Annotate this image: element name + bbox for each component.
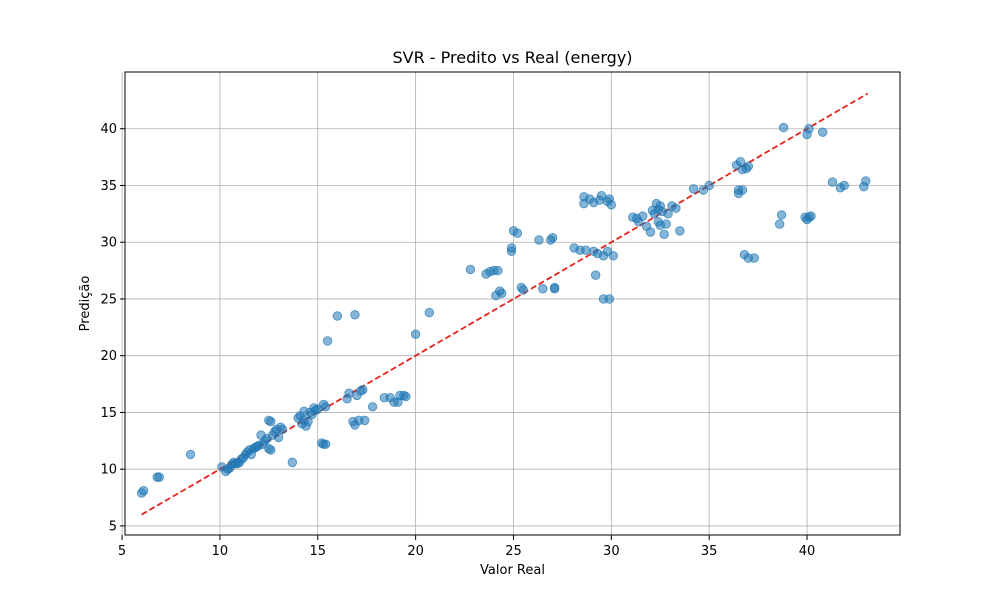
- data-point: [596, 190, 607, 201]
- data-point: [538, 284, 548, 294]
- data-point: [512, 228, 523, 238]
- y-tick-label: 5: [109, 519, 117, 534]
- data-point: [608, 251, 618, 261]
- data-point: [743, 161, 754, 171]
- x-tick-label: 35: [701, 544, 718, 559]
- data-point: [266, 416, 276, 427]
- data-point: [401, 391, 411, 402]
- data-point: [704, 180, 714, 191]
- data-point: [277, 424, 288, 435]
- data-point: [776, 210, 787, 220]
- x-tick-label: 40: [799, 544, 816, 559]
- data-point: [737, 185, 748, 195]
- data-point: [778, 122, 789, 133]
- data-point: [493, 265, 503, 276]
- data-point: [320, 402, 331, 412]
- data-point: [861, 176, 871, 186]
- data-point: [350, 310, 360, 320]
- data-point: [604, 294, 615, 304]
- data-point: [671, 203, 681, 213]
- data-point: [266, 445, 276, 455]
- x-axis-label: Valor Real: [480, 563, 545, 578]
- data-point: [273, 432, 284, 443]
- y-tick-label: 20: [100, 349, 117, 364]
- x-tick-label: 20: [407, 544, 424, 559]
- data-point: [287, 457, 298, 468]
- data-point: [424, 307, 435, 318]
- x-tick-label: 10: [212, 544, 229, 559]
- y-tick-label: 30: [100, 236, 117, 251]
- chart-title: SVR - Predito vs Real (energy): [392, 48, 632, 67]
- data-point: [465, 264, 476, 275]
- data-point: [410, 329, 421, 339]
- data-point: [518, 285, 528, 295]
- data-point: [360, 415, 370, 426]
- ticks-layer: 5 10 15 20 25 30 35 40 5 10 15 20 25 30 35 40: [100, 122, 815, 559]
- points-layer: [136, 122, 871, 498]
- data-point: [817, 127, 828, 137]
- data-point: [688, 184, 699, 194]
- data-point: [749, 253, 759, 263]
- data-point: [154, 472, 164, 482]
- data-point: [590, 270, 601, 280]
- data-point: [637, 211, 648, 221]
- data-point: [367, 402, 378, 412]
- data-point: [663, 209, 673, 219]
- data-point: [138, 486, 149, 496]
- data-point: [774, 219, 785, 229]
- data-point: [675, 226, 685, 236]
- y-tick-label: 10: [100, 463, 117, 478]
- data-point: [735, 156, 746, 167]
- data-point: [320, 439, 331, 449]
- y-tick-label: 40: [100, 122, 117, 137]
- data-point: [547, 232, 558, 243]
- data-point: [804, 124, 814, 134]
- y-tick-label: 15: [100, 406, 117, 421]
- y-tick-label: 35: [100, 179, 117, 194]
- data-point: [497, 288, 507, 298]
- data-point: [344, 388, 354, 398]
- data-point: [506, 243, 517, 253]
- data-point: [549, 282, 560, 293]
- data-point: [358, 385, 368, 395]
- data-point: [534, 235, 544, 245]
- data-point: [322, 336, 333, 346]
- data-point: [827, 177, 838, 187]
- data-point: [659, 229, 669, 239]
- data-point: [581, 245, 591, 255]
- data-point: [839, 180, 849, 191]
- data-point: [806, 211, 816, 221]
- data-point: [606, 200, 617, 210]
- y-axis-label: Predição: [78, 276, 93, 332]
- x-tick-label: 30: [603, 544, 620, 559]
- data-point: [645, 227, 656, 237]
- y-tick-label: 25: [100, 292, 117, 307]
- data-point: [185, 449, 196, 460]
- plot-frame: [124, 71, 901, 536]
- x-tick-label: 15: [309, 544, 326, 559]
- data-point: [332, 311, 343, 321]
- data-point: [661, 219, 671, 229]
- x-tick-label: 25: [505, 544, 522, 559]
- x-tick-label: 5: [118, 544, 126, 559]
